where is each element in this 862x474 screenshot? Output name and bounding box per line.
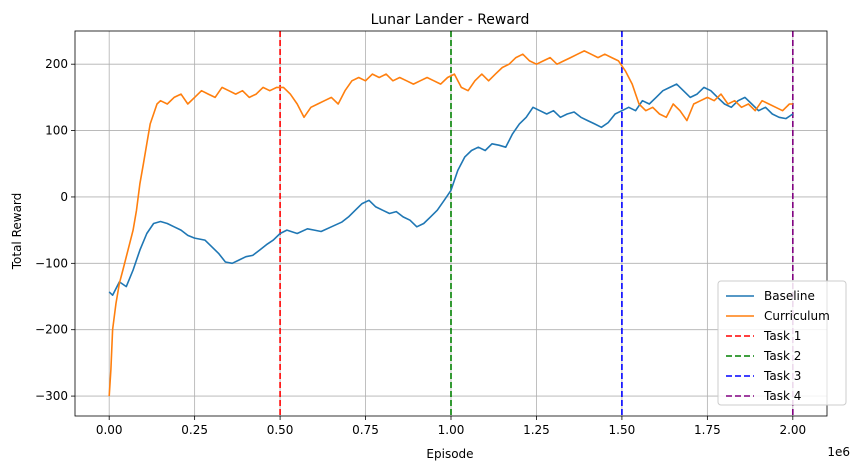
x-tick-label: 2.00 <box>779 423 806 437</box>
legend-label: Task 1 <box>763 329 801 343</box>
x-tick-label: 0.75 <box>352 423 379 437</box>
x-tick-label: 1.00 <box>438 423 465 437</box>
y-tick-label: 100 <box>45 124 68 138</box>
y-tick-label: −200 <box>35 323 68 337</box>
chart-title: Lunar Lander - Reward <box>371 12 530 28</box>
y-tick-label: 200 <box>45 57 68 71</box>
legend: Baseline Curriculum Task 1 Task 2 Task 3 Task… <box>717 280 847 406</box>
legend-label: Task 4 <box>763 389 801 403</box>
x-tick-label: 0.25 <box>181 423 208 437</box>
series-line-baseline <box>108 83 794 297</box>
axis-ticks: 0.00 0.25 0.50 0.75 1.00 1.25 1.50 1.75 2.00 −300… <box>35 57 806 437</box>
legend-label: Baseline <box>764 289 815 303</box>
x-axis-label: Episode <box>426 447 473 461</box>
series-lines <box>108 50 794 397</box>
series-line-curriculum <box>108 50 793 397</box>
legend-label: Curriculum <box>764 309 830 323</box>
y-axis-label: Total Reward <box>10 193 24 271</box>
legend-box <box>717 280 847 406</box>
x-tick-label: 0.00 <box>96 423 123 437</box>
legend-label: Task 3 <box>763 369 801 383</box>
y-tick-label: 0 <box>60 190 68 204</box>
x-axis-offset-label: 1e6 <box>827 445 850 459</box>
x-tick-label: 1.75 <box>694 423 721 437</box>
legend-label: Task 2 <box>763 349 801 363</box>
y-tick-label: −100 <box>35 256 68 270</box>
y-tick-label: −300 <box>35 389 68 403</box>
x-tick-label: 0.50 <box>267 423 294 437</box>
x-tick-label: 1.25 <box>523 423 550 437</box>
x-tick-label: 1.50 <box>609 423 636 437</box>
